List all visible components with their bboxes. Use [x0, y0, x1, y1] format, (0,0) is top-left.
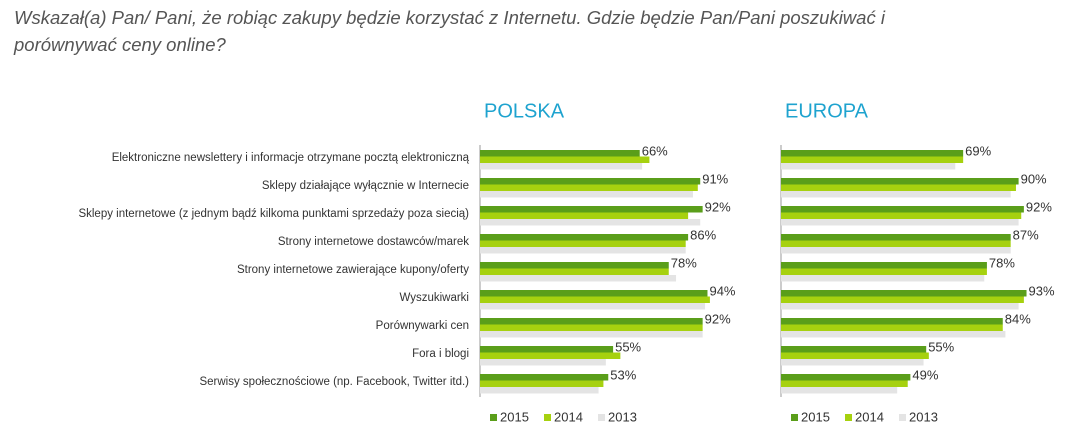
legend-label: 2014 [554, 409, 583, 424]
value-label: 94% [709, 283, 735, 298]
bar [480, 184, 698, 191]
legend-swatch [791, 414, 798, 421]
legend-swatch [845, 414, 852, 421]
bar [781, 268, 987, 275]
bar [781, 374, 911, 381]
bar [480, 191, 693, 198]
bar [480, 240, 686, 247]
legend-swatch [544, 414, 551, 421]
category-label: Strony internetowe dostawców/marek [278, 236, 469, 248]
legend-swatch [598, 414, 605, 421]
value-label: 86% [690, 227, 716, 242]
value-label: 92% [705, 311, 731, 326]
value-label: 93% [1029, 283, 1055, 298]
bar [781, 178, 1019, 185]
value-label: 90% [1021, 171, 1047, 186]
bar [480, 387, 599, 394]
bar [781, 331, 1006, 338]
legend-label: 2015 [801, 409, 830, 424]
bar [480, 163, 643, 170]
value-label: 69% [965, 143, 991, 158]
value-label: 53% [610, 367, 636, 382]
bar [781, 296, 1024, 303]
category-label: Elektroniczne newslettery i informacje o… [112, 152, 470, 164]
bar [480, 268, 669, 275]
legend-swatch [490, 414, 497, 421]
legend-swatch [899, 414, 906, 421]
legend-label: 2015 [500, 409, 529, 424]
bar [480, 290, 708, 297]
bar [480, 380, 604, 387]
bar [781, 359, 924, 366]
bar [781, 156, 964, 163]
bar [781, 346, 927, 353]
bar [480, 331, 703, 338]
bar [781, 275, 985, 282]
bar [480, 324, 703, 331]
category-label: Sklepy działające wyłącznie w Internecie [262, 180, 469, 192]
value-label: 78% [989, 255, 1015, 270]
bar [781, 163, 956, 170]
bar [480, 303, 706, 310]
bar [781, 380, 908, 387]
value-label: 55% [615, 339, 641, 354]
value-label: 92% [1026, 199, 1052, 214]
bar [781, 387, 898, 394]
bar [781, 240, 1011, 247]
value-label: 78% [671, 255, 697, 270]
bar [781, 150, 964, 157]
bar [781, 219, 1019, 226]
bar [480, 150, 640, 157]
bar [781, 303, 1019, 310]
bar [480, 296, 710, 303]
panel-title: POLSKA [484, 100, 565, 122]
bar [480, 359, 606, 366]
bar [781, 352, 929, 359]
bar [781, 184, 1016, 191]
bar [480, 206, 703, 213]
value-label: 84% [1005, 311, 1031, 326]
category-label: Porównywarki cen [376, 320, 469, 332]
bar [480, 247, 686, 254]
value-label: 92% [705, 199, 731, 214]
bar [480, 156, 650, 163]
bar [781, 191, 1011, 198]
bar [781, 206, 1024, 213]
heading-line: Wskazał(a) Pan/ Pani, że robiąc zakupy b… [14, 7, 886, 28]
category-label: Wyszukiwarki [399, 292, 469, 304]
bar [480, 346, 614, 353]
bar [480, 262, 669, 269]
bar [480, 178, 701, 185]
value-label: 55% [928, 339, 954, 354]
value-label: 87% [1013, 227, 1039, 242]
bar [480, 275, 677, 282]
bar [480, 219, 701, 226]
value-label: 66% [642, 143, 668, 158]
bar [781, 324, 1003, 331]
bar [781, 318, 1003, 325]
category-label: Fora i blogi [412, 348, 469, 360]
bar [781, 290, 1027, 297]
bar [480, 318, 703, 325]
bar [781, 212, 1022, 219]
panel-title: EUROPA [785, 100, 869, 122]
bar [781, 234, 1011, 241]
bar [480, 374, 609, 381]
category-label: Sklepy internetowe (z jednym bądź kilkom… [78, 208, 469, 220]
value-label: 49% [912, 367, 938, 382]
bar [781, 262, 987, 269]
bar [480, 212, 689, 219]
value-label: 91% [702, 171, 728, 186]
bar [480, 234, 689, 241]
category-label: Serwisy społecznościowe (np. Facebook, T… [199, 376, 469, 388]
bar [480, 352, 621, 359]
legend-label: 2014 [855, 409, 884, 424]
legend-label: 2013 [909, 409, 938, 424]
legend-label: 2013 [608, 409, 637, 424]
heading-line: porównywać ceny online? [13, 34, 227, 55]
bar [781, 247, 1011, 254]
category-label: Strony internetowe zawierające kupony/of… [237, 264, 469, 276]
